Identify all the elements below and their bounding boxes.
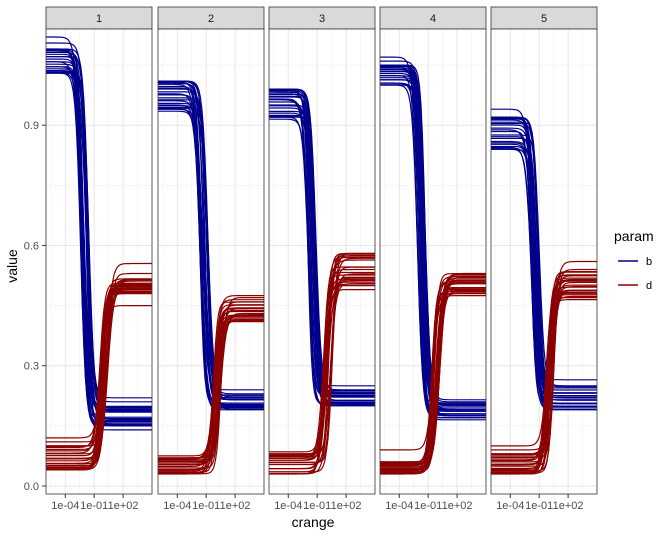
x-axis-title: crange: [292, 514, 335, 530]
series-d-line: [380, 282, 486, 472]
facet-strip-label: 1: [96, 13, 102, 25]
facet-panel-3: 3 1e-04 1e-01 1e+02: [268, 6, 376, 512]
series-d-line: [46, 279, 152, 467]
series-d-line: [491, 299, 597, 447]
series-d-line: [269, 252, 375, 455]
panel-border: [157, 28, 265, 495]
legend-title: param: [614, 228, 654, 244]
series-d-line: [269, 255, 375, 459]
legend-label-b: b: [646, 256, 652, 268]
series-b-line: [158, 110, 264, 391]
series-d-line: [158, 295, 264, 457]
series-d-line: [158, 315, 264, 469]
series-b-line: [491, 116, 597, 387]
series-b-line: [158, 108, 264, 411]
series-d-line: [46, 283, 152, 470]
series-d-line: [46, 286, 152, 448]
series-d-line: [269, 266, 375, 473]
series-d-line: [491, 268, 597, 455]
x-tick-label: 1e+02: [442, 500, 473, 512]
x-tick-label: 1e+02: [331, 500, 362, 512]
x-tick-label: 1e-01: [303, 500, 331, 512]
series-group: [491, 108, 597, 475]
y-axis: 0.0 0.3 0.6 0.9: [24, 120, 46, 493]
series-d-line: [158, 304, 264, 472]
legend-label-d: d: [646, 280, 652, 292]
facet-strip-label: 2: [208, 13, 214, 25]
series-b-line: [269, 88, 375, 391]
series-d-line: [491, 271, 597, 473]
series-d-line: [269, 257, 375, 465]
series-d-line: [269, 277, 375, 463]
x-tick-label: 1e-04: [274, 500, 302, 512]
facet-strip-label: 4: [430, 13, 436, 25]
x-tick-label: 1e-01: [525, 500, 553, 512]
series-b-line: [491, 117, 597, 389]
x-tick-label: 1e-04: [163, 500, 191, 512]
x-tick-label: 1e-04: [51, 500, 79, 512]
series-d-line: [46, 262, 152, 443]
series-group: [158, 80, 264, 475]
series-d-line: [269, 289, 375, 453]
panel-border: [379, 28, 487, 495]
series-d-line: [491, 260, 597, 451]
y-axis-title: value: [4, 249, 20, 283]
y-tick-label: 0.9: [24, 120, 39, 132]
y-tick-label: 0.3: [24, 361, 39, 373]
x-tick-label: 1e-04: [496, 500, 524, 512]
facet-panel-1: 1 1e-04 1e-01 1e+02: [45, 6, 153, 512]
series-b-line: [491, 140, 597, 401]
series-d-line: [158, 321, 264, 475]
x-tick-label: 1e-04: [385, 500, 413, 512]
series-b-line: [158, 80, 264, 395]
facet-panel-2: 2 1e-04 1e-01 1e+02: [157, 6, 265, 512]
y-tick-label: 0.6: [24, 240, 39, 252]
series-d-line: [380, 272, 486, 463]
series-d-line: [158, 309, 264, 474]
x-tick-label: 1e-01: [192, 500, 220, 512]
series-d-line: [46, 272, 152, 447]
series-b-line: [158, 85, 264, 406]
legend: param b d: [614, 228, 654, 292]
facet-panel-5: 5 1e-04 1e-01 1e+02: [490, 6, 598, 512]
y-tick-label: 0.0: [24, 481, 39, 493]
facet-panel-4: 4 1e-04 1e-01 1e+02: [379, 6, 487, 512]
facet-strip-label: 5: [541, 13, 547, 25]
panel-border: [45, 28, 153, 495]
facet-strip-label: 3: [319, 13, 325, 25]
x-tick-label: 1e-01: [80, 500, 108, 512]
series-d-line: [380, 280, 486, 469]
series-group: [46, 36, 152, 471]
series-d-line: [380, 295, 486, 451]
panel-border: [268, 28, 376, 495]
series-d-line: [158, 297, 264, 459]
series-b-line: [158, 81, 264, 407]
x-tick-label: 1e+02: [220, 500, 251, 512]
x-tick-label: 1e+02: [108, 500, 139, 512]
series-group: [269, 88, 375, 475]
series-group: [380, 56, 486, 475]
x-tick-label: 1e+02: [553, 500, 584, 512]
series-d-line: [46, 305, 152, 439]
panel-border: [490, 28, 598, 495]
x-tick-label: 1e-01: [414, 500, 442, 512]
series-d-line: [491, 297, 597, 475]
series-b-line: [491, 122, 597, 404]
series-b-line: [491, 108, 597, 381]
